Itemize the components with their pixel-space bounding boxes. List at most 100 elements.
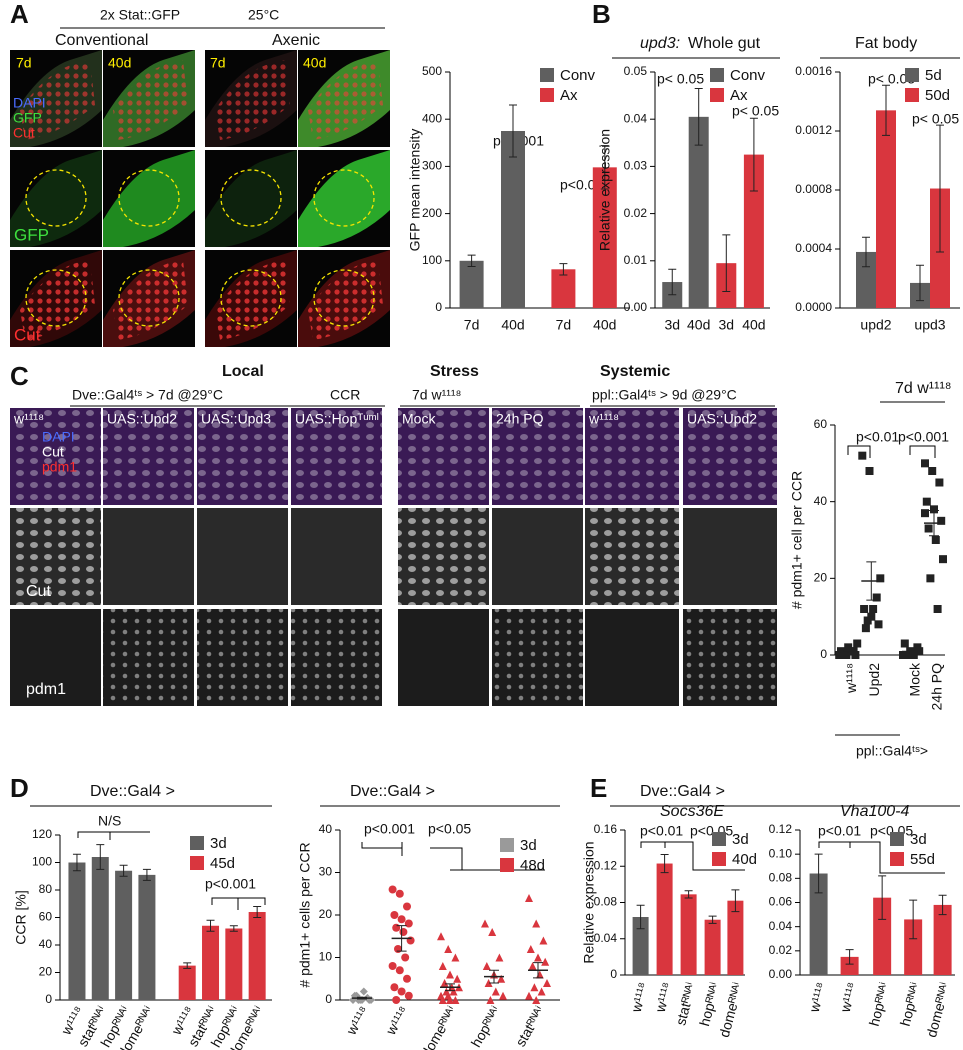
data-point [495, 953, 504, 962]
legend-swatch [500, 858, 514, 872]
data-point [488, 928, 497, 936]
x-tick-label: statᴿᴺᴬⁱ [672, 981, 699, 1027]
error-bar [600, 145, 609, 190]
y-tick-label: 40 [814, 494, 828, 508]
y-tick-label: 0 [820, 647, 827, 661]
data-point [537, 987, 546, 996]
nuclei [683, 408, 777, 505]
legend-label: 40d [732, 851, 757, 868]
data-point [395, 966, 404, 975]
bar [904, 919, 923, 975]
data-point [437, 932, 445, 941]
data-point [931, 536, 940, 544]
annotation: p<0.01 [818, 823, 861, 839]
data-point [404, 919, 413, 928]
y-tick-label: 0.08 [769, 871, 793, 885]
data-point [397, 915, 406, 924]
sem-bar [533, 962, 543, 979]
annotation: p< 0.05 [912, 111, 959, 127]
y-axis-label: CCR [%] [13, 890, 29, 944]
bar [688, 116, 709, 308]
nuclei [20, 60, 95, 140]
error-bar [909, 899, 918, 940]
sem-bar [866, 561, 877, 601]
group-label: Conventional [55, 32, 148, 49]
data-point [876, 574, 885, 583]
nuclei [113, 260, 188, 340]
y-tick-label: 400 [422, 111, 442, 125]
micrograph [291, 508, 382, 605]
error-bar [862, 236, 870, 268]
data-point [858, 451, 867, 460]
data-point [539, 936, 548, 945]
stain-label: Cut [42, 444, 64, 460]
data-point [534, 953, 542, 962]
annotation: p<0.01 [560, 177, 603, 193]
x-tick-label: 7d [556, 317, 572, 333]
data-point [874, 620, 883, 629]
nuclei [215, 60, 290, 140]
bar [873, 897, 892, 975]
micrographs [10, 50, 777, 706]
nuclei [398, 408, 489, 505]
row-label: pdm1 [26, 681, 66, 698]
micrograph [683, 508, 777, 605]
bar [202, 925, 220, 1000]
annotation: p<0.001 [364, 821, 415, 837]
column-label: UAS::Upd2 [107, 411, 177, 427]
data-point [860, 605, 869, 613]
y-tick-label: 0.04 [769, 919, 793, 933]
section-title: Local [222, 363, 264, 380]
panel-label: B [592, 0, 611, 29]
panel-label: A [10, 0, 29, 29]
error-bar [206, 919, 215, 932]
data-point [359, 987, 368, 996]
x-tick-label: upd3 [914, 317, 945, 333]
error-bar [509, 104, 517, 158]
y-tick-label: 0.02 [769, 943, 793, 957]
age-label: 7d [210, 55, 226, 71]
micrograph [197, 508, 288, 605]
bar [91, 857, 109, 1000]
nuclei [683, 609, 777, 706]
error-bar [916, 264, 924, 302]
y-tick-label: 0.03 [624, 159, 648, 173]
x-tick-label: 40d [501, 317, 524, 333]
bar [680, 894, 697, 975]
condition: ppl::Gal4ᵗˢ > 9d @29°C [592, 387, 737, 403]
data-point [921, 509, 929, 518]
tissue [298, 150, 390, 247]
micrograph [10, 609, 101, 706]
error-bar [878, 875, 887, 920]
nuclei [585, 508, 679, 605]
bracket [77, 831, 150, 838]
error-bar [749, 117, 758, 192]
bar [809, 873, 828, 975]
x-tick-label: 40d [742, 317, 765, 333]
data-point [486, 996, 495, 1004]
bar [704, 919, 721, 975]
bracket [430, 847, 463, 870]
x-tick-label: w¹¹¹⁸ [837, 981, 861, 1015]
bar [551, 269, 576, 308]
data-point [525, 991, 533, 1000]
y-tick-label: 30 [319, 865, 333, 879]
error-bar [936, 124, 944, 253]
roi-outline [118, 269, 180, 327]
legend-swatch [190, 856, 204, 870]
error-bar [708, 915, 717, 924]
bar [459, 260, 484, 308]
nuclei [492, 609, 583, 706]
bar [656, 863, 673, 975]
error-bar [668, 268, 677, 296]
data-point [853, 639, 862, 648]
legend-label: 3d [210, 835, 227, 852]
data-point [446, 996, 454, 1004]
x-tick-label: 3d [719, 317, 735, 333]
age-label: 40d [108, 55, 131, 71]
tissue [205, 150, 297, 247]
bar [178, 965, 196, 1000]
y-tick-label: 0.01 [624, 253, 648, 267]
roi-outline [25, 269, 87, 327]
sem-bar [929, 509, 939, 537]
